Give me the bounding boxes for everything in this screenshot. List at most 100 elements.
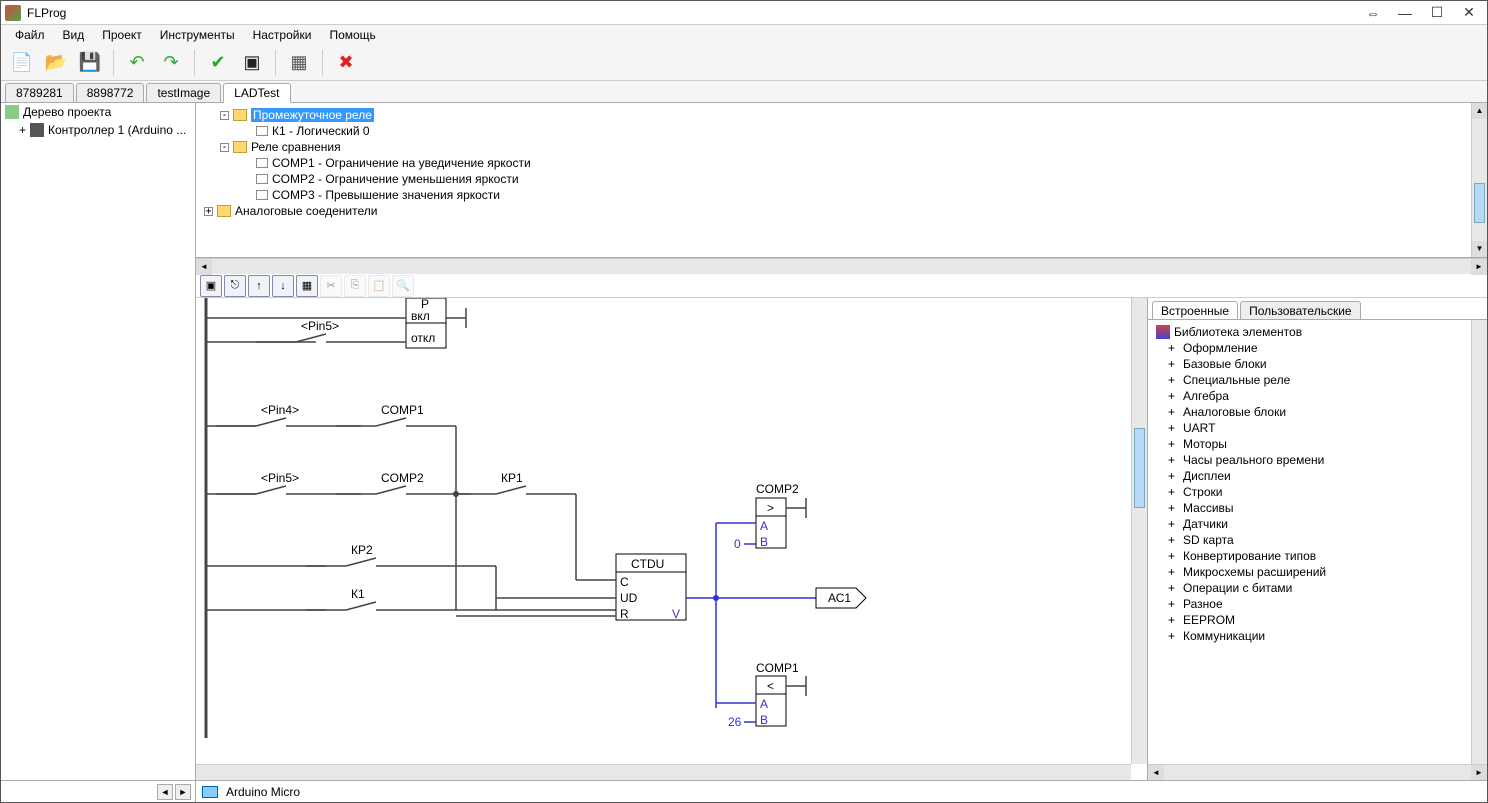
close-icon[interactable]: ✖ [331, 48, 361, 78]
menu-Проект[interactable]: Проект [94, 26, 150, 44]
library-category[interactable]: +Дисплеи [1152, 468, 1483, 484]
split-btn[interactable]: ⎋ [224, 275, 246, 297]
down-btn[interactable]: ↓ [272, 275, 294, 297]
doc-tab-LADTest[interactable]: LADTest [223, 83, 290, 103]
element-tree-row[interactable]: -Реле сравнения [200, 139, 1483, 155]
undo-icon[interactable]: ↶ [122, 48, 152, 78]
expand-icon[interactable]: + [1168, 485, 1175, 499]
expand-icon[interactable]: + [1168, 533, 1175, 547]
board-btn[interactable]: ▣ [200, 275, 222, 297]
element-tree-row[interactable]: +Аналоговые соеденители [200, 203, 1483, 219]
menu-Помощь[interactable]: Помощь [321, 26, 383, 44]
expand-icon[interactable]: + [1168, 565, 1175, 579]
hscroll-left-icon[interactable]: ◄ [196, 259, 212, 275]
expand-icon[interactable]: + [1168, 437, 1175, 451]
lib-tab-Встроенные[interactable]: Встроенные [1152, 301, 1238, 319]
expand-icon[interactable]: + [204, 207, 213, 216]
library-root[interactable]: Библиотека элементов [1152, 324, 1483, 340]
library-category[interactable]: +Массивы [1152, 500, 1483, 516]
expand-icon[interactable]: + [1168, 581, 1175, 595]
canvas-vscroll[interactable] [1131, 298, 1147, 764]
expand-icon[interactable]: + [1168, 501, 1175, 515]
left-next-button[interactable]: ► [175, 784, 191, 800]
doc-tab-8898772[interactable]: 8898772 [76, 83, 145, 102]
expand-icon[interactable]: + [1168, 613, 1175, 627]
lib-hscroll-right[interactable]: ► [1471, 765, 1487, 780]
library-category[interactable]: +Строки [1152, 484, 1483, 500]
lib-tab-Пользовательские[interactable]: Пользовательские [1240, 301, 1361, 319]
lib-hscroll-left[interactable]: ◄ [1148, 765, 1164, 780]
chip-icon[interactable]: ▦ [284, 48, 314, 78]
library-category[interactable]: +Оформление [1152, 340, 1483, 356]
expand-icon[interactable]: - [220, 143, 229, 152]
library-scrollbar[interactable] [1471, 320, 1487, 764]
doc-tab-testImage[interactable]: testImage [146, 83, 221, 102]
expand-icon[interactable]: + [1168, 341, 1175, 355]
library-category[interactable]: +Моторы [1152, 436, 1483, 452]
expand-icon[interactable]: + [1168, 469, 1175, 483]
library-category[interactable]: +Часы реального времени [1152, 452, 1483, 468]
new-icon[interactable]: 📄 [7, 48, 37, 78]
canvas-hscroll[interactable] [196, 764, 1131, 780]
library-category[interactable]: +Датчики [1152, 516, 1483, 532]
library-hscroll[interactable]: ◄ ► [1148, 764, 1487, 780]
library-category[interactable]: +Базовые блоки [1152, 356, 1483, 372]
expand-icon[interactable]: - [220, 111, 229, 120]
library-category[interactable]: +Конвертирование типов [1152, 548, 1483, 564]
close-button[interactable]: ✕ [1455, 4, 1483, 22]
element-tree-row[interactable]: COMP1 - Ограничение на уведичение яркост… [200, 155, 1483, 171]
library-category[interactable]: +Аналоговые блоки [1152, 404, 1483, 420]
expand-icon[interactable]: + [1168, 421, 1175, 435]
open-icon[interactable]: 📂 [41, 48, 71, 78]
library-category[interactable]: +SD карта [1152, 532, 1483, 548]
expand-icon[interactable]: + [1168, 373, 1175, 387]
up-btn[interactable]: ↑ [248, 275, 270, 297]
library-tree[interactable]: Библиотека элементов+Оформление+Базовые … [1148, 320, 1487, 764]
scroll-thumb[interactable] [1474, 183, 1485, 223]
element-tree-row[interactable]: -Промежуточное реле [200, 107, 1483, 123]
expand-icon[interactable]: + [1168, 453, 1175, 467]
upload-icon[interactable]: ▣ [237, 48, 267, 78]
element-tree-row[interactable]: COMP3 - Превышение значения яркости [200, 187, 1483, 203]
grid-btn[interactable]: ▦ [296, 275, 318, 297]
left-prev-button[interactable]: ◄ [157, 784, 173, 800]
library-category[interactable]: +Микросхемы расширений [1152, 564, 1483, 580]
menu-Файл[interactable]: Файл [7, 26, 53, 44]
expand-icon[interactable]: + [1168, 405, 1175, 419]
tree-hscroll[interactable]: ◄ ► [196, 258, 1487, 274]
library-category[interactable]: +Операции с битами [1152, 580, 1483, 596]
maximize-button[interactable]: ☐ [1423, 4, 1451, 22]
expand-icon[interactable]: + [1168, 629, 1175, 643]
redo-icon[interactable]: ↷ [156, 48, 186, 78]
hscroll-right-icon[interactable]: ► [1471, 259, 1487, 275]
expand-icon[interactable]: + [1168, 357, 1175, 371]
element-tree[interactable]: -Промежуточное релеК1 - Логический 0-Рел… [196, 103, 1487, 258]
scroll-up-icon[interactable]: ▲ [1472, 103, 1487, 119]
canvas-scroll-thumb[interactable] [1134, 428, 1145, 508]
project-tree-node[interactable]: +Контроллер 1 (Arduino ... [1, 121, 195, 139]
scroll-down-icon[interactable]: ▼ [1472, 241, 1487, 257]
library-category[interactable]: +UART [1152, 420, 1483, 436]
element-tree-row[interactable]: COMP2 - Ограничение уменьшения яркости [200, 171, 1483, 187]
project-tree-node[interactable]: Дерево проекта [1, 103, 195, 121]
library-category[interactable]: +Разное [1152, 596, 1483, 612]
library-category[interactable]: +Специальные реле [1152, 372, 1483, 388]
expand-icon[interactable]: + [1168, 389, 1175, 403]
expand-icon[interactable]: + [19, 123, 26, 137]
menu-Вид[interactable]: Вид [55, 26, 93, 44]
element-tree-row[interactable]: К1 - Логический 0 [200, 123, 1483, 139]
library-category[interactable]: +EEPROM [1152, 612, 1483, 628]
ladder-canvas[interactable]: Pвклоткл<Pin5><Pin4>COMP1<Pin5>COMP2КР1К… [196, 298, 1147, 780]
library-category[interactable]: +Алгебра [1152, 388, 1483, 404]
tree-scrollbar[interactable]: ▲ ▼ [1471, 103, 1487, 257]
menu-Настройки[interactable]: Настройки [245, 26, 320, 44]
menu-Инструменты[interactable]: Инструменты [152, 26, 243, 44]
expand-icon[interactable]: + [1168, 597, 1175, 611]
resize-icon[interactable]: ⇔ [1359, 4, 1387, 22]
doc-tab-8789281[interactable]: 8789281 [5, 83, 74, 102]
minimize-button[interactable]: — [1391, 4, 1419, 22]
verify-icon[interactable]: ✔ [203, 48, 233, 78]
expand-icon[interactable]: + [1168, 517, 1175, 531]
library-category[interactable]: +Коммуникации [1152, 628, 1483, 644]
save-icon[interactable]: 💾 [75, 48, 105, 78]
